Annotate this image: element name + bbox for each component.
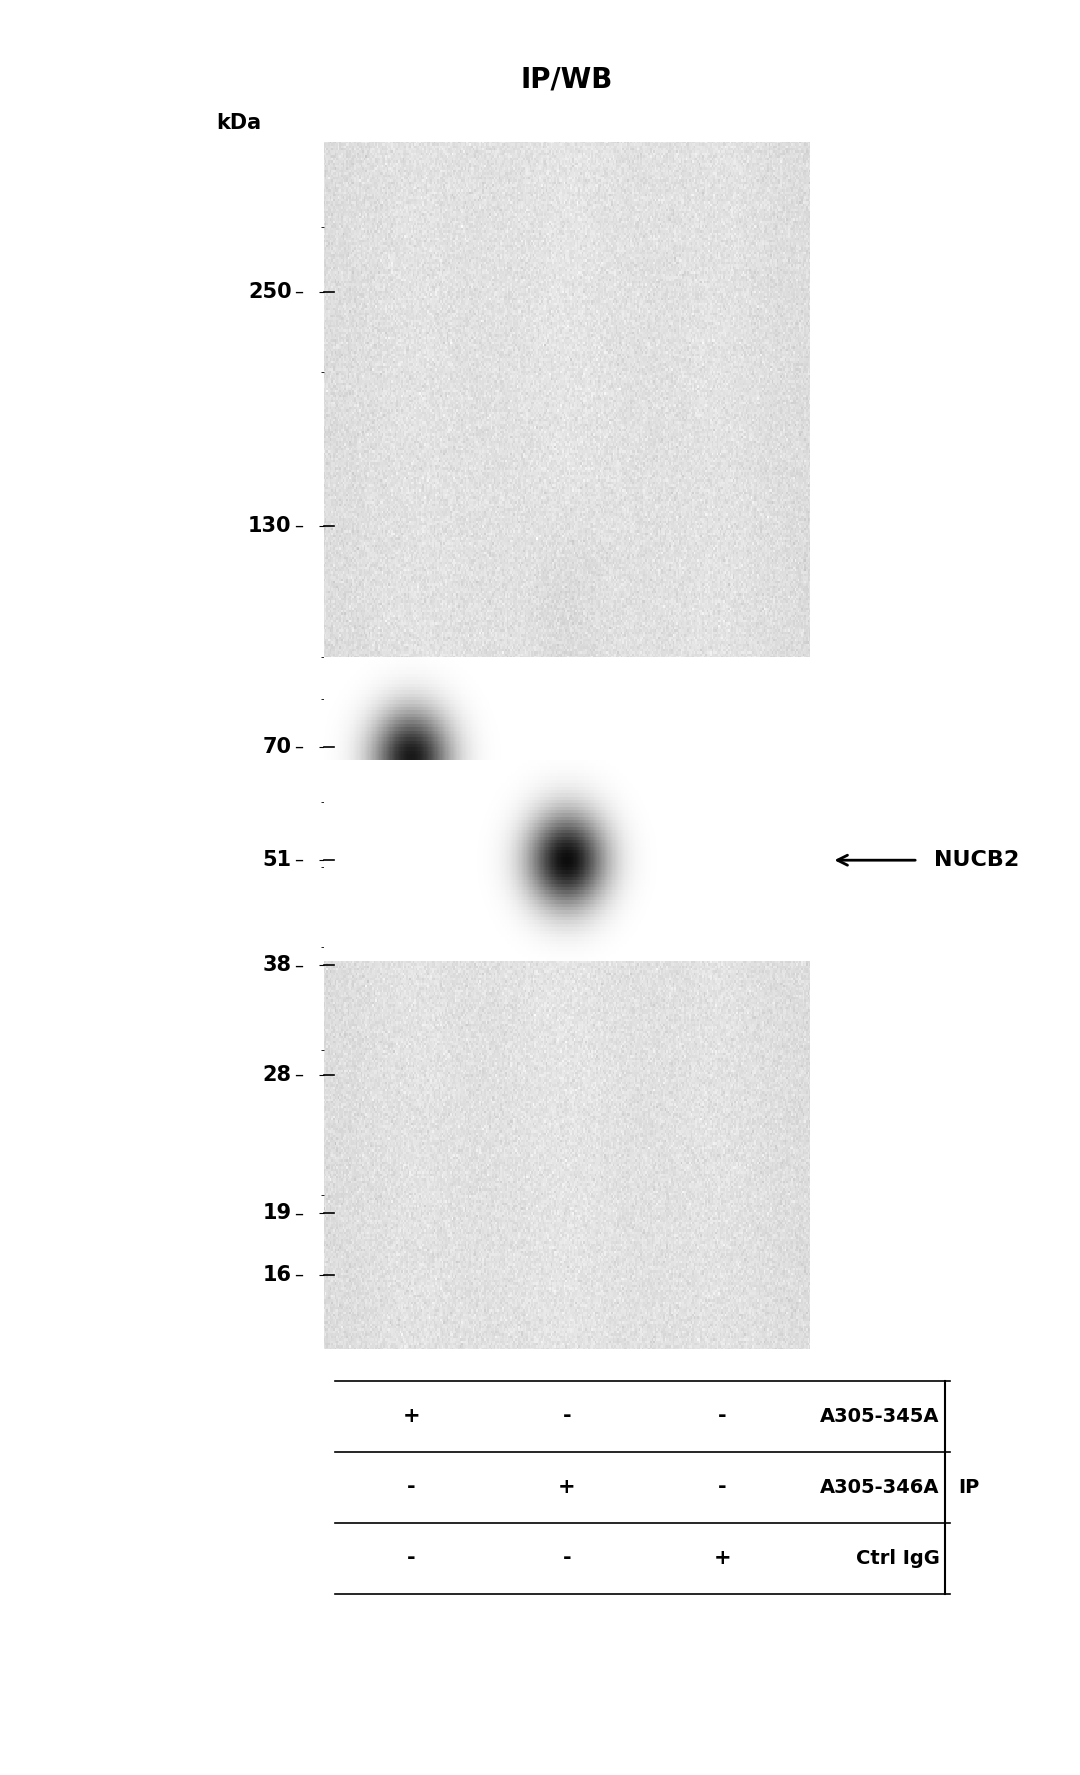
Text: 70: 70 <box>262 737 292 756</box>
Text: –: – <box>294 852 302 870</box>
Text: kDa: kDa <box>216 114 261 133</box>
Text: 19: 19 <box>262 1203 292 1223</box>
Text: -: - <box>407 1477 416 1498</box>
Text: –: – <box>294 1065 302 1083</box>
Text: 51: 51 <box>262 850 292 870</box>
Text: 130: 130 <box>248 515 292 536</box>
Text: Ctrl IgG: Ctrl IgG <box>855 1550 940 1567</box>
Text: 250: 250 <box>248 282 292 302</box>
Text: –: – <box>294 1266 302 1283</box>
Text: +: + <box>558 1477 576 1498</box>
Text: –: – <box>294 738 302 756</box>
Text: 38: 38 <box>262 955 292 976</box>
Text: 16: 16 <box>262 1266 292 1285</box>
Text: IP: IP <box>958 1479 980 1496</box>
Text: 28: 28 <box>262 1065 292 1085</box>
Text: +: + <box>714 1548 731 1569</box>
Text: +: + <box>403 1406 420 1427</box>
Text: NUCB2: NUCB2 <box>934 850 1020 870</box>
Text: –: – <box>294 517 302 534</box>
Text: –: – <box>294 282 302 300</box>
Text: –: – <box>294 1203 302 1223</box>
Text: -: - <box>718 1477 727 1498</box>
Text: –: – <box>294 957 302 974</box>
Text: -: - <box>718 1406 727 1427</box>
Text: A305-345A: A305-345A <box>820 1408 940 1425</box>
Text: -: - <box>563 1548 571 1569</box>
Text: A305-346A: A305-346A <box>820 1479 940 1496</box>
Text: IP/WB: IP/WB <box>521 66 613 94</box>
Text: -: - <box>563 1406 571 1427</box>
Text: -: - <box>407 1548 416 1569</box>
FancyArrowPatch shape <box>837 856 915 864</box>
